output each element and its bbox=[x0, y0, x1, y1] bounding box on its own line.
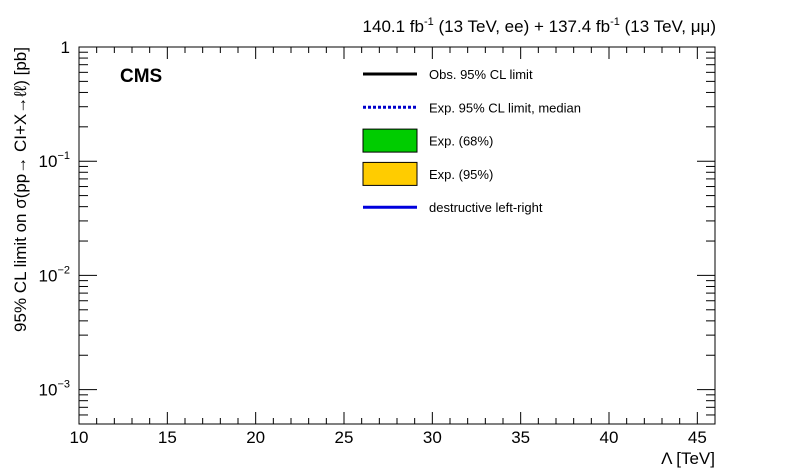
y-tick-labels: 1 10−1 10−2 10−3 bbox=[39, 38, 70, 400]
y-tick-label: 10−2 bbox=[39, 264, 70, 285]
x-tick-label: 30 bbox=[423, 428, 442, 447]
axis-ticks bbox=[78, 46, 716, 425]
legend-label: destructive left-right bbox=[429, 200, 543, 215]
x-tick-label: 45 bbox=[688, 428, 707, 447]
legend: Obs. 95% CL limit Exp. 95% CL limit, medi… bbox=[362, 67, 581, 215]
x-tick-label: 35 bbox=[511, 428, 530, 447]
luminosity-header: 140.1 fb-1 (13 TeV, ee) + 137.4 fb-1 (13… bbox=[363, 16, 716, 36]
x-tick-label: 25 bbox=[335, 428, 354, 447]
plot-frame bbox=[78, 46, 716, 425]
y-tick-label: 1 bbox=[61, 38, 70, 57]
legend-label: Exp. 95% CL limit, median bbox=[429, 100, 581, 115]
legend-label: Obs. 95% CL limit bbox=[429, 67, 533, 82]
x-tick-labels: 10 15 20 25 30 35 40 45 bbox=[70, 428, 707, 447]
x-tick-label: 15 bbox=[158, 428, 177, 447]
cms-label: CMS bbox=[120, 66, 162, 87]
legend-label: Exp. (68%) bbox=[429, 134, 493, 149]
x-tick-label: 20 bbox=[246, 428, 265, 447]
x-axis-title: Λ [TeV] bbox=[661, 449, 715, 468]
legend-swatch-box bbox=[362, 128, 418, 153]
x-tick-label: 40 bbox=[600, 428, 619, 447]
y-tick-label: 10−3 bbox=[39, 379, 70, 400]
y-axis-title: 95% CL limit on σ(pp→ CI+X→ℓℓ) [pb] bbox=[11, 47, 30, 332]
x-tick-label: 10 bbox=[70, 428, 89, 447]
legend-swatch-box bbox=[362, 161, 418, 186]
legend-label: Exp. (95%) bbox=[429, 167, 493, 182]
y-tick-label: 10−1 bbox=[39, 150, 70, 171]
